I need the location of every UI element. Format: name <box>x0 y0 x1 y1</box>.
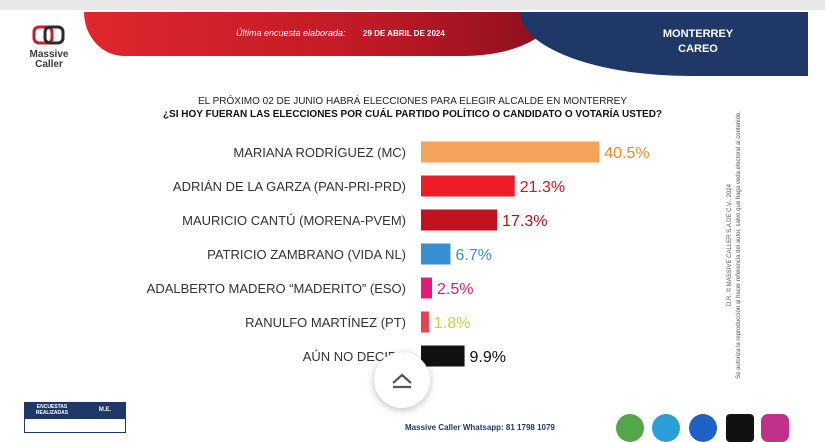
stats-margin-label: M.E. <box>98 407 112 413</box>
whatsapp-contact: Massive Caller Whatsapp: 81 1798 1079 <box>405 423 555 432</box>
bar <box>421 141 600 163</box>
value-label: 21.3% <box>520 179 565 196</box>
chevron-up-icon <box>392 373 412 389</box>
bar <box>421 243 451 265</box>
survey-date-label: Última encuesta elaborada: <box>236 28 346 38</box>
value-label: 2.5% <box>437 281 473 298</box>
survey-date: 29 DE ABRIL DE 2024 <box>363 29 445 38</box>
city-name: MONTERREY <box>662 28 734 40</box>
category-label: MAURICIO CANTÚ (MORENA-PVEM) <box>182 213 406 228</box>
category-label: MARIANA RODRÍGUEZ (MC) <box>233 145 406 160</box>
category-label: ADALBERTO MADERO “MADERITO” (ESO) <box>147 281 406 296</box>
value-label: 9.9% <box>470 349 506 366</box>
whatsapp-icon[interactable] <box>616 414 644 442</box>
question-main: ¿SI HOY FUERAN LAS ELECCIONES POR CUÁL P… <box>162 109 663 120</box>
instagram-icon[interactable] <box>761 414 789 442</box>
x-icon[interactable] <box>726 414 754 442</box>
value-label: 40.5% <box>604 145 649 162</box>
value-label: 6.7% <box>455 247 491 264</box>
question-intro: EL PRÓXIMO 02 DE JUNIO HABRÁ ELECCIONES … <box>197 96 627 107</box>
value-label: 17.3% <box>502 213 547 230</box>
scroll-to-top-button[interactable] <box>374 352 430 408</box>
value-label: 1.8% <box>434 315 470 332</box>
logo-text: Massive Caller <box>29 49 69 70</box>
category-label: RANULFO MARTÍNEZ (PT) <box>245 315 406 330</box>
stats-box: ENCUESTAS REALIZADAS M.E. <box>24 402 126 433</box>
stats-header: ENCUESTAS REALIZADAS M.E. <box>25 403 125 419</box>
vote-intention-chart: MARIANA RODRÍGUEZ (MC) 40.5% ADRIÁN DE LA … <box>147 141 650 367</box>
bar <box>421 277 432 299</box>
telegram-icon[interactable] <box>652 414 680 442</box>
massive-caller-logo-icon <box>32 25 65 45</box>
bar <box>421 209 498 231</box>
bar <box>421 311 429 333</box>
city-subtitle: CAREO <box>678 43 718 55</box>
top-strip <box>0 0 825 10</box>
category-label: ADRIÁN DE LA GARZA (PAN-PRI-PRD) <box>173 179 406 194</box>
bar <box>421 175 515 197</box>
stats-surveys-label: ENCUESTAS REALIZADAS <box>35 404 69 416</box>
category-label: PATRICIO ZAMBRANO (VIDA NL) <box>207 247 406 262</box>
header-banner <box>84 12 554 56</box>
bar <box>421 345 465 367</box>
facebook-icon[interactable] <box>689 414 717 442</box>
city-block: MONTERREY CAREO <box>650 27 746 57</box>
